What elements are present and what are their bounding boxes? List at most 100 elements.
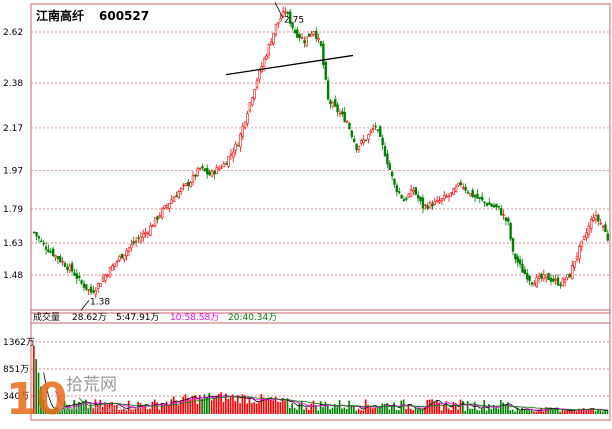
volume-bar — [573, 410, 576, 414]
volume-bar — [419, 408, 422, 414]
candle-body — [239, 133, 242, 148]
volume-bar — [554, 408, 557, 414]
volume-bar — [575, 411, 578, 414]
volume-bar — [279, 401, 282, 414]
volume-bar — [300, 401, 303, 414]
volume-bar — [369, 406, 372, 414]
candle-body — [56, 256, 60, 260]
watermark-logo: 10 拾荒网 www.10huang.com — [6, 374, 144, 424]
volume-bar — [130, 409, 132, 414]
candle-body — [241, 125, 244, 137]
candle-body — [149, 225, 152, 236]
candle-body — [85, 284, 88, 290]
volume-bar — [151, 401, 154, 414]
candle-body — [447, 195, 451, 197]
candle-body — [556, 277, 560, 286]
volume-bar — [175, 401, 177, 414]
volume-bar — [92, 408, 94, 414]
candle-body — [530, 282, 534, 285]
candle-body — [400, 194, 403, 199]
candle-body — [177, 191, 180, 199]
volume-bar — [561, 410, 564, 414]
candle-body — [37, 236, 41, 239]
volume-bar — [431, 399, 433, 414]
candle-body — [606, 233, 610, 241]
volume-bar — [220, 392, 222, 414]
volume-bar — [443, 405, 445, 414]
candle-body — [540, 273, 543, 279]
volume-bar — [395, 409, 398, 414]
volume-bar — [414, 408, 417, 414]
volume-bar — [521, 407, 523, 414]
volume-bar — [213, 397, 215, 414]
watermark-cn-text: 拾荒网 — [66, 375, 117, 395]
volume-bar — [206, 397, 208, 414]
candle-body — [547, 272, 550, 281]
candle-body — [360, 140, 363, 144]
volume-bar — [454, 403, 457, 414]
volume-bar — [177, 405, 180, 414]
volume-ma5: 5:47.91万 — [116, 313, 160, 323]
candle-body — [234, 143, 237, 151]
volume-bar — [485, 410, 488, 414]
candle-body — [70, 263, 74, 272]
candle-body — [495, 203, 498, 208]
candle-body — [416, 194, 420, 199]
trough-annotation: 1.38 — [90, 297, 110, 307]
candle-body — [471, 189, 474, 198]
candle-body — [357, 145, 361, 151]
candle-body — [466, 191, 470, 194]
volume-bar — [51, 409, 54, 414]
volume-bar — [471, 408, 474, 414]
candle-body — [232, 151, 235, 158]
volume-bar — [170, 399, 173, 414]
candle-body — [388, 163, 391, 170]
volume-bar — [350, 405, 353, 414]
candle-body — [196, 168, 199, 176]
volume-bar — [70, 408, 73, 414]
volume-bar — [289, 407, 291, 414]
volume-bar — [481, 408, 483, 414]
volume-bar — [400, 400, 403, 414]
volume-bar — [405, 409, 407, 414]
volume-bar — [504, 405, 507, 414]
volume-bar — [139, 403, 142, 414]
candle-body — [535, 277, 538, 288]
candle-body — [78, 275, 81, 278]
volume-bar — [80, 402, 83, 414]
volume-ma20-line — [78, 396, 608, 411]
volume-bar — [59, 410, 61, 414]
volume-bar — [120, 409, 123, 414]
candle-body — [393, 178, 396, 185]
volume-bar — [552, 409, 554, 414]
candle-body — [504, 217, 508, 221]
volume-bar — [547, 407, 550, 414]
candle-body — [63, 263, 67, 267]
candle-body — [194, 174, 197, 177]
volume-bar — [412, 410, 414, 414]
candle-body — [42, 242, 45, 245]
volume-bar — [571, 409, 573, 414]
candle-body — [255, 79, 259, 88]
candle-body — [590, 219, 593, 230]
candle-body — [390, 171, 394, 177]
volume-bar — [153, 399, 156, 414]
volume-bar — [222, 401, 225, 414]
volume-bar — [267, 397, 270, 414]
volume-bar — [168, 405, 170, 414]
volume-bar — [580, 408, 583, 414]
candle-body — [137, 237, 140, 239]
candle-body — [594, 215, 598, 220]
candle-body — [440, 198, 444, 201]
volume-bar — [189, 399, 192, 414]
candle-body — [134, 240, 138, 243]
candle-body — [582, 235, 586, 240]
volume-bar — [73, 399, 75, 414]
candle-body — [428, 202, 432, 209]
candle-body — [68, 265, 71, 271]
volume-bar — [367, 404, 369, 414]
candle-body — [542, 274, 546, 280]
candle-body — [476, 193, 479, 199]
candle-body — [227, 155, 230, 167]
candle-body — [246, 113, 249, 124]
